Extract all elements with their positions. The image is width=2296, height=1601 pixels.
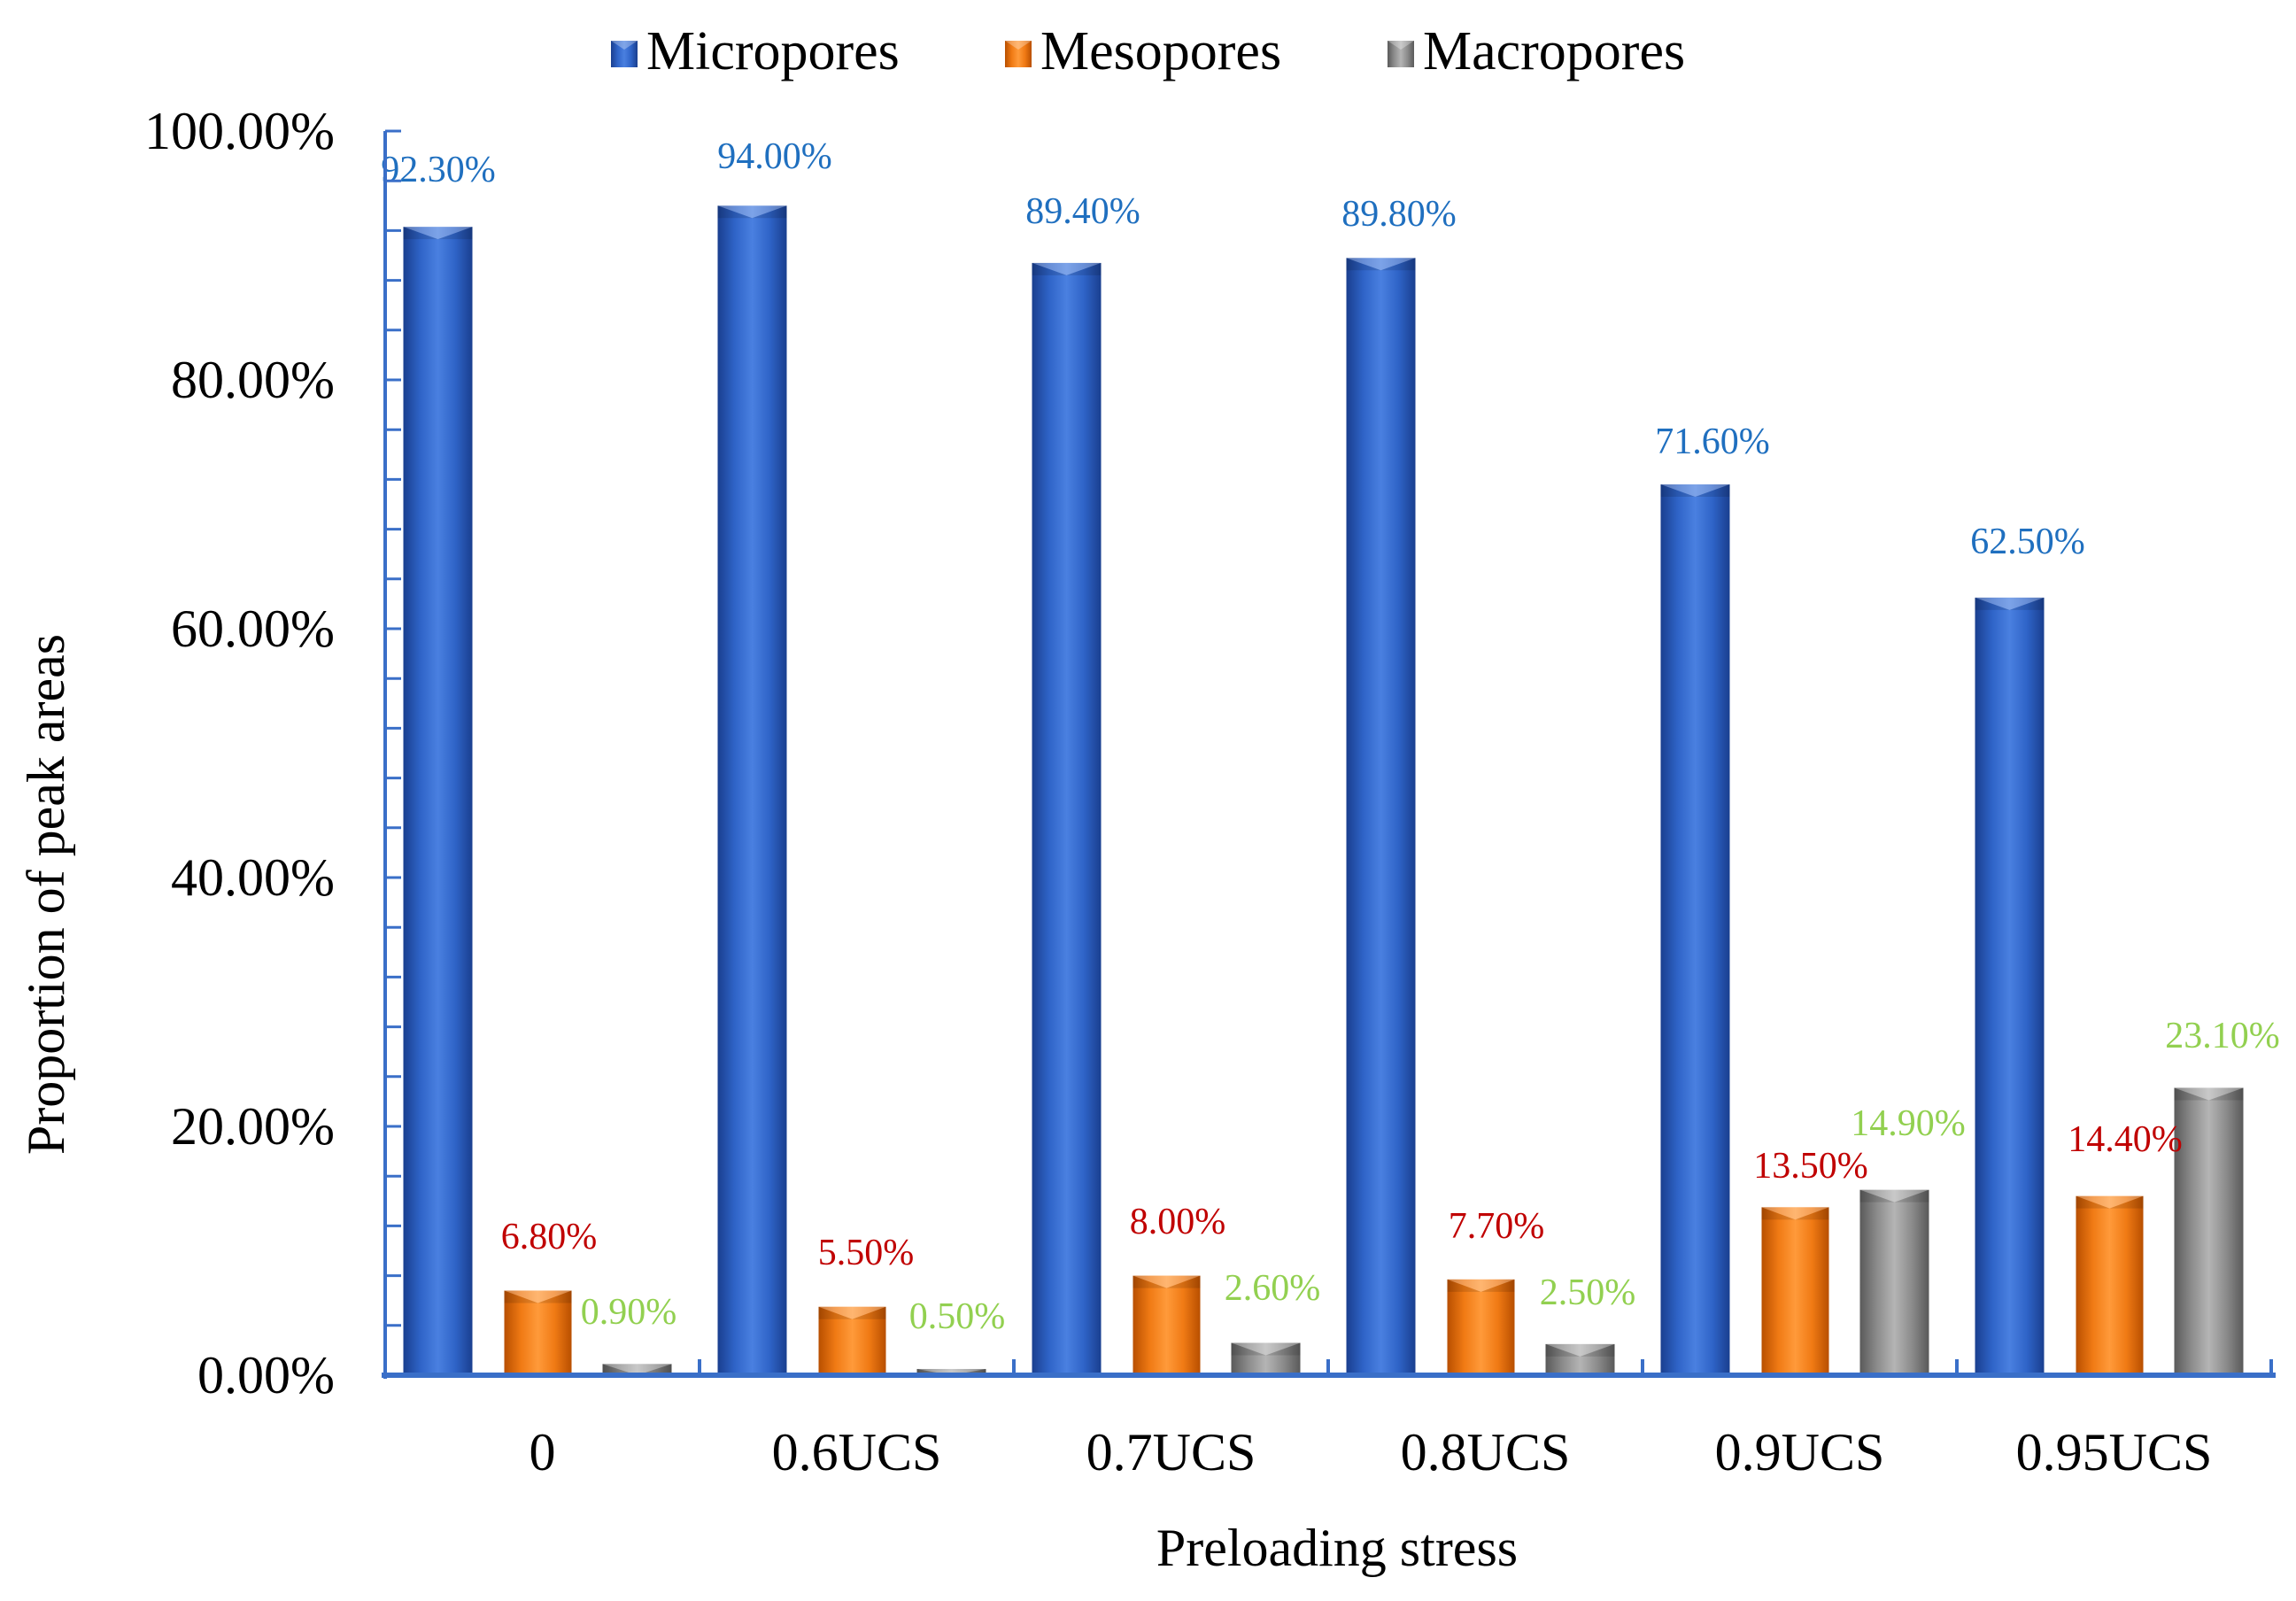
legend-swatch-mesopores — [1005, 41, 1032, 67]
bar-micropores-0.9UCS — [1660, 484, 1730, 1375]
x-tick-label: 0 — [530, 1423, 556, 1481]
y-axis-title: Proportion of peak areas — [17, 634, 75, 1155]
x-axis-title: Preloading stress — [1156, 1519, 1518, 1577]
y-tick-label: 20.00% — [171, 1097, 335, 1156]
bar-mesopores-0.95UCS — [2076, 1195, 2144, 1375]
y-tick-label: 80.00% — [171, 351, 335, 409]
bars — [403, 205, 2244, 1376]
bar-micropores-0.8UCS — [1346, 258, 1416, 1375]
legend: Micropores Mesopores Macropores — [611, 21, 1685, 81]
bar-macropores-0.8UCS — [1545, 1343, 1615, 1375]
axes: 0.00% 20.00% 40.00% 60.00% 80.00% 100.00% 0 0.6… — [144, 102, 2276, 1481]
bar-mesopores-0 — [504, 1290, 572, 1375]
bar-micropores-0.6UCS — [717, 205, 787, 1375]
bar-macropores-0 — [602, 1364, 672, 1375]
y-tick-label: 60.00% — [171, 599, 335, 658]
x-tick-label: 0.9UCS — [1715, 1423, 1885, 1481]
legend-item-micropores: Micropores — [611, 21, 900, 81]
legend-item-mesopores: Mesopores — [1005, 21, 1281, 81]
x-tick-label: 0.7UCS — [1086, 1423, 1256, 1481]
bar-macropores-0.7UCS — [1231, 1342, 1301, 1375]
data-label-micropores-0: 92.30% — [381, 150, 496, 190]
legend-swatch-micropores — [611, 41, 638, 67]
data-labels: 92.30% 6.80% 0.90% 94.00% 5.50% 0.50% 89.40% 8.… — [381, 136, 2280, 1337]
bar-mesopores-0.9UCS — [1761, 1207, 1829, 1375]
data-label-mesopores-0.9UCS: 13.50% — [1753, 1146, 1868, 1187]
data-label-mesopores-0: 6.80% — [501, 1217, 598, 1257]
data-label-macropores-0.95UCS: 23.10% — [2165, 1016, 2280, 1056]
bar-micropores-0 — [403, 227, 473, 1375]
data-label-micropores-0.95UCS: 62.50% — [1970, 522, 2085, 562]
legend-label-mesopores: Mesopores — [1040, 21, 1281, 81]
bar-mesopores-0.7UCS — [1133, 1275, 1201, 1375]
bar-micropores-0.7UCS — [1032, 262, 1102, 1376]
data-label-macropores-0.6UCS: 0.50% — [909, 1296, 1006, 1337]
y-tick-label: 0.00% — [197, 1346, 335, 1404]
data-label-macropores-0.7UCS: 2.60% — [1225, 1268, 1321, 1309]
data-label-macropores-0.9UCS: 14.90% — [1851, 1103, 1966, 1144]
legend-label-macropores: Macropores — [1423, 21, 1685, 81]
x-tick-label: 0.8UCS — [1401, 1423, 1571, 1481]
data-label-micropores-0.8UCS: 89.80% — [1341, 194, 1457, 235]
data-label-mesopores-0.7UCS: 8.00% — [1130, 1202, 1226, 1242]
data-label-micropores-0.7UCS: 89.40% — [1025, 191, 1140, 232]
y-tick-label: 40.00% — [171, 848, 335, 907]
bar-mesopores-0.6UCS — [818, 1306, 886, 1375]
legend-label-micropores: Micropores — [646, 21, 900, 81]
data-label-micropores-0.9UCS: 71.60% — [1655, 422, 1770, 462]
y-tick-label: 100.00% — [144, 102, 335, 160]
data-label-micropores-0.6UCS: 94.00% — [717, 136, 832, 177]
data-label-macropores-0.8UCS: 2.50% — [1540, 1272, 1636, 1313]
bar-micropores-0.95UCS — [1975, 597, 2045, 1375]
bar-macropores-0.9UCS — [1859, 1189, 1929, 1375]
legend-item-macropores: Macropores — [1388, 21, 1685, 81]
x-tick-label: 0.6UCS — [772, 1423, 942, 1481]
x-tick-label: 0.95UCS — [2016, 1423, 2213, 1481]
data-label-mesopores-0.95UCS: 14.40% — [2068, 1119, 2183, 1160]
data-label-macropores-0: 0.90% — [581, 1292, 677, 1333]
bar-macropores-0.95UCS — [2174, 1087, 2244, 1375]
bar-mesopores-0.8UCS — [1447, 1279, 1515, 1375]
data-label-mesopores-0.6UCS: 5.50% — [818, 1233, 915, 1273]
legend-swatch-macropores — [1388, 41, 1414, 67]
data-label-mesopores-0.8UCS: 7.70% — [1449, 1206, 1545, 1247]
